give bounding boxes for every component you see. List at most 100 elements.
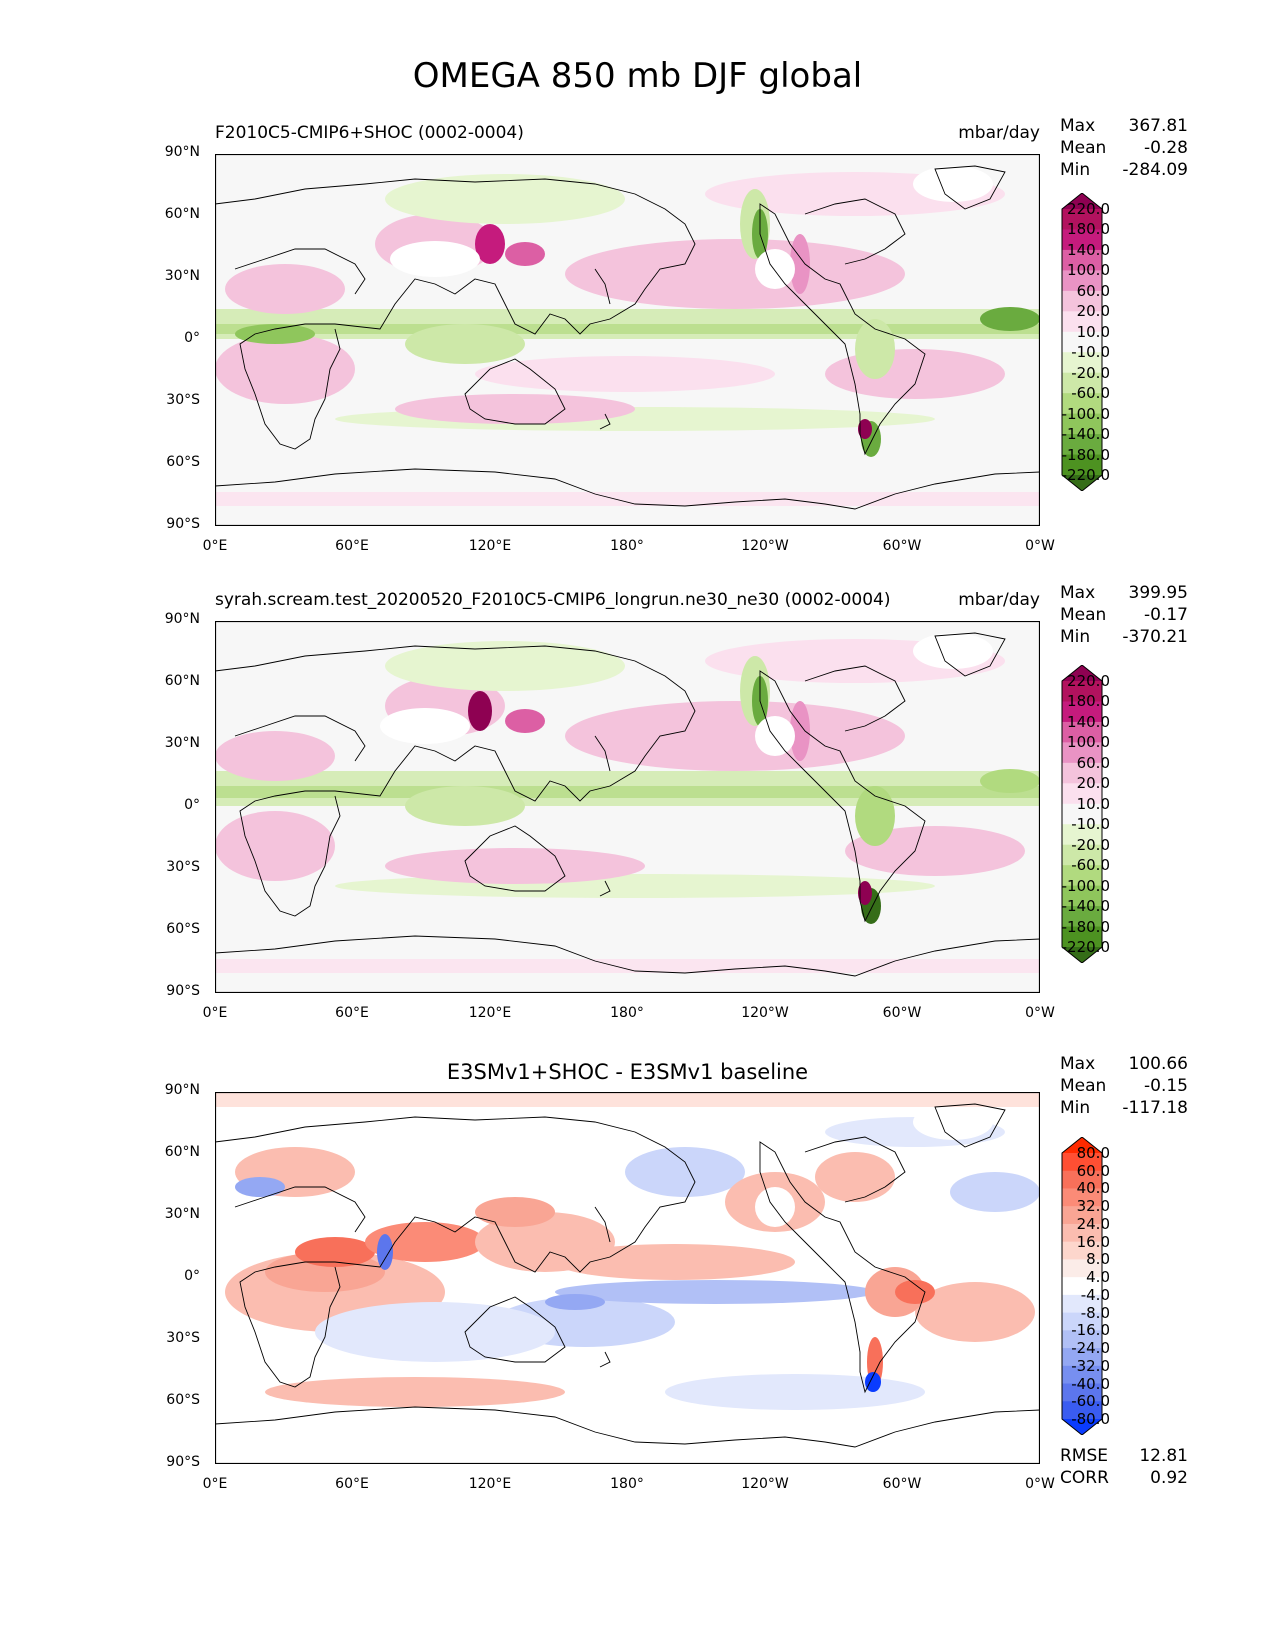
ytick-label: 60°S	[166, 1392, 200, 1408]
colorbar-segment	[1062, 1365, 1102, 1385]
colorbar-tick-label: 100.0	[1067, 733, 1110, 752]
stat-key: Mean	[1060, 605, 1107, 625]
colorbar-tick-label: 60.0	[1076, 281, 1110, 300]
colorbar-extend-top	[1062, 665, 1102, 681]
colorbar-tick-label: -100.0	[1061, 404, 1110, 423]
stat-key: Max	[1060, 583, 1096, 603]
colorbar-tick-label: 20.0	[1076, 302, 1110, 321]
colorbar-segment	[1062, 249, 1102, 271]
colorbar-segment	[1062, 372, 1102, 394]
colorbar-segment	[1062, 352, 1102, 374]
colorbar-tick-label: -60.0	[1071, 856, 1110, 875]
xtick-label: 120°E	[468, 1005, 512, 1021]
ytick-label: 90°N	[164, 611, 200, 627]
colorbar-tick-label: -32.0	[1071, 1356, 1110, 1375]
colorbar-segment	[1062, 803, 1102, 825]
colorbar-tick-label: -80.0	[1071, 1410, 1110, 1428]
stat-key: Mean	[1060, 138, 1107, 158]
xtick-label: 60°E	[335, 1476, 369, 1492]
colorbar-extend-bottom	[1062, 475, 1102, 491]
colorbar-tick-label: -180.0	[1061, 445, 1110, 464]
stat-value: -117.18	[1122, 1098, 1188, 1118]
colorbar-tick-label: -16.0	[1071, 1321, 1110, 1340]
colorbar-segment	[1062, 783, 1102, 805]
ytick-label: 0°	[184, 330, 200, 346]
panel3-coastlines	[215, 1103, 1040, 1448]
metric-value: 0.92	[1150, 1468, 1188, 1488]
panel3-map	[215, 1092, 1040, 1464]
stat-value: -0.17	[1144, 605, 1188, 625]
colorbar-tick-label: -24.0	[1071, 1339, 1110, 1358]
stat-value: 399.95	[1128, 583, 1188, 603]
xtick-label: 0°E	[202, 1005, 228, 1021]
colorbar-segment	[1062, 1241, 1102, 1260]
panel2-map	[215, 621, 1040, 993]
xtick-label: 0°W	[1025, 538, 1055, 554]
ytick-label: 60°N	[164, 206, 200, 222]
colorbar-segment	[1062, 1153, 1102, 1172]
colorbar-tick-label: 140.0	[1067, 240, 1110, 259]
colorbar-segment	[1062, 311, 1102, 333]
ytick-label: 90°N	[164, 1082, 200, 1098]
ytick-label: 60°N	[164, 673, 200, 689]
colorbar-segment	[1062, 926, 1102, 948]
xtick-label: 180°	[610, 1476, 644, 1492]
colorbar-segment	[1062, 742, 1102, 764]
colorbar-extend-top	[1062, 193, 1102, 209]
stat-value: -370.21	[1122, 627, 1188, 647]
panel2-field-pattern	[215, 633, 1040, 993]
colorbar-tick-label: 10.0	[1076, 794, 1110, 813]
stat-key: Min	[1060, 1098, 1091, 1118]
ytick-label: 90°S	[166, 516, 200, 532]
colorbar-segment	[1062, 393, 1102, 415]
panel2-case-label: syrah.scream.test_20200520_F2010C5-CMIP6…	[215, 590, 891, 610]
colorbar-tick-label: -40.0	[1071, 1374, 1110, 1393]
colorbar-segment	[1062, 865, 1102, 887]
xtick-label: 60°E	[335, 1005, 369, 1021]
stat-value: -0.28	[1144, 138, 1188, 158]
colorbar-tick-label: -4.0	[1080, 1285, 1110, 1304]
xtick-label: 0°E	[202, 1476, 228, 1492]
colorbar-tick-label: -100.0	[1061, 876, 1110, 895]
colorbar-segment	[1062, 229, 1102, 251]
stat-key: Min	[1060, 160, 1091, 180]
xtick-label: 60°W	[882, 1005, 922, 1021]
colorbar-tick-label: 180.0	[1067, 692, 1110, 711]
xtick-label: 0°W	[1025, 1476, 1055, 1492]
ytick-label: 0°	[184, 1268, 200, 1284]
ytick-label: 30°S	[166, 392, 200, 408]
metric-value: 12.81	[1139, 1446, 1188, 1466]
colorbar-segment	[1062, 762, 1102, 784]
colorbar-tick-label: -60.0	[1071, 384, 1110, 403]
colorbar-extend-top	[1062, 1137, 1102, 1153]
colorbar-segment	[1062, 1277, 1102, 1296]
ytick-label: 30°N	[164, 1206, 200, 1222]
colorbar-tick-label: 180.0	[1067, 220, 1110, 239]
ytick-label: 90°S	[166, 1454, 200, 1470]
panel1-coastlines	[215, 165, 1040, 510]
ytick-label: 60°N	[164, 1144, 200, 1160]
xtick-label: 0°W	[1025, 1005, 1055, 1021]
ytick-label: 60°S	[166, 921, 200, 937]
xtick-label: 60°E	[335, 538, 369, 554]
ytick-label: 30°S	[166, 859, 200, 875]
colorbar-tick-label: 140.0	[1067, 712, 1110, 731]
colorbar-tick-label: 100.0	[1067, 261, 1110, 280]
colorbar-tick-label: -60.0	[1071, 1392, 1110, 1411]
colorbar-segment	[1062, 1383, 1102, 1402]
panel1-map	[215, 154, 1040, 526]
colorbar-extend-bottom	[1062, 1419, 1102, 1435]
colorbar-segment	[1062, 701, 1102, 723]
colorbar-outline	[1061, 665, 1103, 963]
panel3-colorbar	[1061, 1137, 1103, 1435]
stat-key: Max	[1060, 116, 1096, 136]
colorbar-extend-bottom	[1062, 947, 1102, 963]
colorbar-tick-label: 20.0	[1076, 774, 1110, 793]
colorbar-segment	[1062, 1188, 1102, 1207]
panel1-case-label: F2010C5-CMIP6+SHOC (0002-0004)	[215, 123, 524, 143]
colorbar-tick-label: 24.0	[1076, 1214, 1110, 1233]
colorbar-segment	[1062, 270, 1102, 292]
stat-value: -284.09	[1122, 160, 1188, 180]
colorbar-tick-label: -20.0	[1071, 363, 1110, 382]
colorbar-segment	[1062, 1330, 1102, 1349]
